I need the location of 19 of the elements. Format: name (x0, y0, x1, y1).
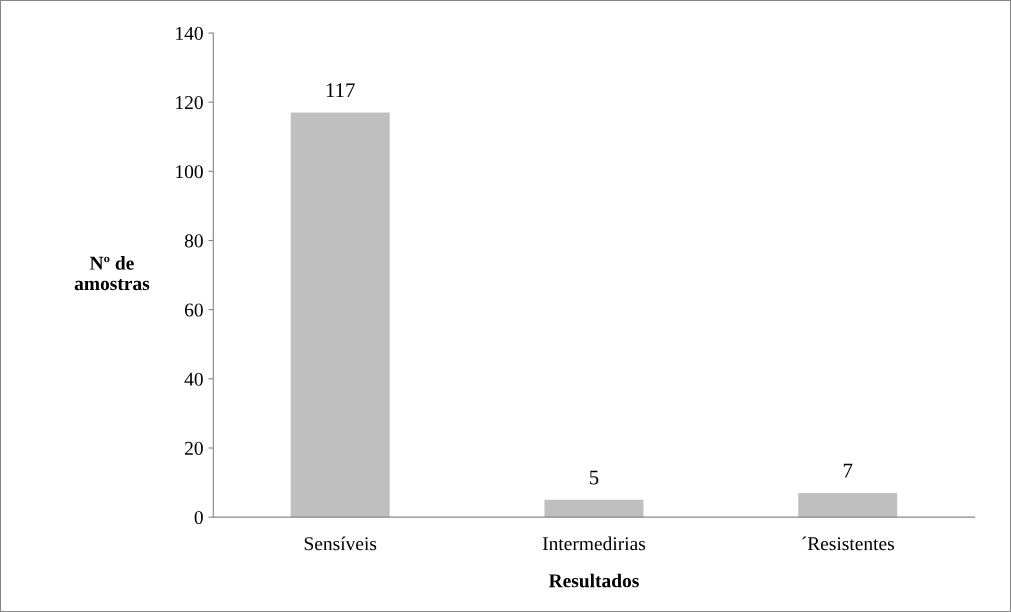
y-tick-label: 80 (184, 234, 203, 248)
bar (290, 112, 390, 518)
y-tick-label: 140 (176, 26, 203, 40)
x-axis-title: Resultados (548, 573, 639, 588)
data-label: 5 (589, 470, 599, 485)
data-label: 117 (326, 83, 355, 98)
y-tick-label: 120 (176, 96, 203, 110)
data-label: 7 (843, 463, 853, 478)
y-tick-label: 60 (184, 303, 203, 317)
x-tick-label: ´Resistentes (802, 536, 894, 551)
bar (544, 499, 644, 518)
y-axis-title: Nº de amostras (74, 256, 150, 291)
y-tick-label: 100 (176, 165, 203, 179)
bar (798, 492, 898, 518)
y-tick-label: 40 (184, 372, 203, 386)
x-tick-label: Intermedirias (542, 536, 646, 551)
y-tick-label: 20 (185, 441, 203, 455)
y-tick-label: 0 (194, 510, 203, 525)
x-tick-label: Sensíveis (304, 536, 377, 551)
